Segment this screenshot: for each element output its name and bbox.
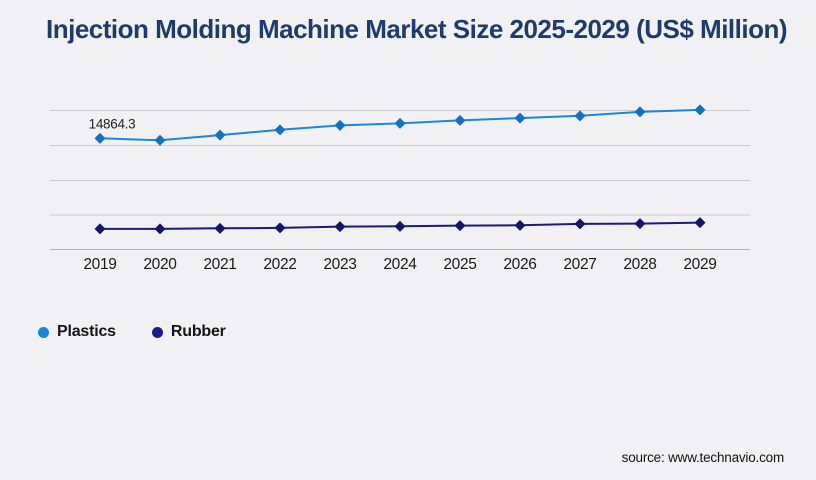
x-axis-label-2024: 2024 bbox=[383, 256, 417, 273]
series-rubber-point-2025 bbox=[454, 220, 466, 232]
series-plastics-point-2022 bbox=[274, 124, 286, 136]
series-plastics bbox=[94, 104, 706, 146]
series-rubber-point-2026 bbox=[514, 219, 526, 231]
x-axis-label-2020: 2020 bbox=[143, 256, 177, 273]
series-plastics-point-2029 bbox=[694, 104, 706, 116]
series-plastics-point-2020 bbox=[154, 134, 166, 146]
x-axis-label-2028: 2028 bbox=[623, 256, 656, 273]
x-axis-label-2027: 2027 bbox=[563, 256, 596, 273]
series-rubber-point-2022 bbox=[274, 222, 286, 234]
x-axis-label-2019: 2019 bbox=[83, 256, 116, 273]
legend: Plastics Rubber bbox=[38, 323, 226, 341]
legend-label-plastics: Plastics bbox=[57, 323, 116, 340]
legend-label-rubber: Rubber bbox=[170, 323, 226, 340]
series-plastics-point-2028 bbox=[634, 106, 646, 118]
series-plastics-point-2026 bbox=[514, 112, 526, 124]
series-rubber-point-2023 bbox=[334, 221, 346, 233]
x-axis-label-2023: 2023 bbox=[323, 256, 356, 273]
x-axis-label-2026: 2026 bbox=[503, 256, 536, 273]
series-rubber-point-2024 bbox=[394, 220, 406, 232]
series-plastics-point-2027 bbox=[574, 110, 586, 122]
series-plastics-point-2025 bbox=[454, 114, 466, 126]
series-plastics-point-2019 bbox=[94, 132, 106, 144]
plastics-marker-icon bbox=[38, 326, 49, 338]
legend-item-rubber: Rubber bbox=[151, 323, 226, 341]
series-rubber-point-2027 bbox=[574, 218, 586, 230]
series-rubber-point-2028 bbox=[634, 218, 646, 230]
series-rubber-point-2019 bbox=[94, 223, 106, 235]
x-axis-label-2029: 2029 bbox=[683, 256, 716, 273]
x-axis-label-2025: 2025 bbox=[443, 256, 476, 273]
series-plastics-point-2023 bbox=[334, 119, 346, 131]
series-rubber-point-2021 bbox=[214, 222, 226, 234]
data-label-plastics-2019: 14864.3 bbox=[89, 116, 136, 131]
series-rubber-point-2020 bbox=[154, 223, 166, 235]
rubber-marker-icon bbox=[151, 326, 163, 338]
x-axis-label-2022: 2022 bbox=[263, 256, 296, 273]
x-axis-labels: 2019 2020 2021 2022 2023 2024 2025 2026 2027 2028… bbox=[83, 256, 717, 273]
x-axis-label-2021: 2021 bbox=[203, 256, 236, 273]
series-plastics-point-2021 bbox=[214, 129, 226, 141]
series-rubber-point-2029 bbox=[694, 217, 706, 229]
chart-title: Injection Molding Machine Market Size 20… bbox=[46, 14, 788, 44]
gridlines bbox=[50, 110, 750, 250]
series-rubber bbox=[94, 217, 706, 235]
source-attribution: source: www.technavio.com bbox=[621, 450, 785, 465]
series-plastics-point-2024 bbox=[394, 117, 406, 129]
legend-item-plastics: Plastics bbox=[38, 323, 116, 341]
